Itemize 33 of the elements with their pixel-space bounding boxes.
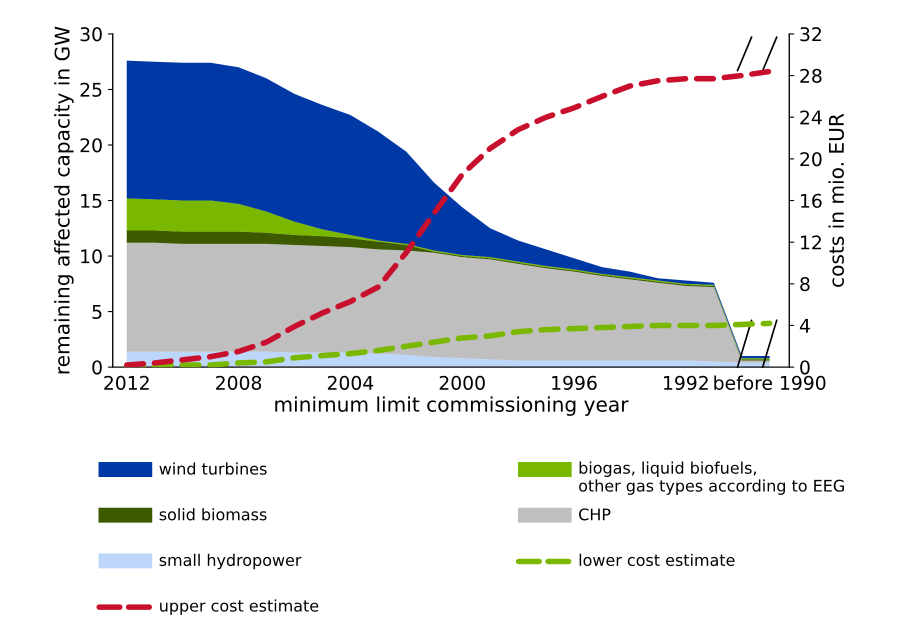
y2-tick-label: 0 [800,360,810,375]
y2-tick-label: 12 [801,235,821,250]
x-axis-title: minimum limit commissioning year [275,396,629,416]
y-tick-label: 25 [80,82,102,97]
y2-tick-label: 20 [800,152,822,166]
y2-tick-label: 8 [800,277,810,292]
x-tick-label: 1996 [552,376,597,390]
y-tick-label: 10 [81,249,102,264]
y-tick-label: 15 [81,194,102,208]
y2-tick-label: 4 [800,318,810,333]
x-tick-label: 2012 [104,376,149,390]
y-tick-label: 30 [80,27,102,42]
legend-label: biogas, liquid biofuels, other gas types according to EEG [579,462,844,495]
legend-label: solid biomass [160,508,266,520]
legend-label: small hydropower [160,554,302,570]
y-tick-label: 20 [80,138,102,152]
y-tick-label: 0 [92,360,102,375]
x-tick-label: 1992 [664,376,708,390]
y2-axis-title: costs in mio. EUR [828,114,844,287]
y2-tick-label: 32 [800,27,821,42]
y-axis-title: remaining affected capacity in GW [54,26,74,374]
x-tick-label: 2008 [216,376,262,390]
legend-label: upper cost estimate [160,599,318,615]
x-tick-label: 2004 [328,376,374,390]
legend-label: lower cost estimate [580,554,735,566]
y2-tick-label: 24 [800,110,822,124]
legend-label: wind turbines [159,462,267,475]
legend-label: CHP [579,508,610,520]
y2-tick-label: 16 [801,194,822,208]
x-tick-label: before 1990 [714,375,826,390]
y2-tick-label: 28 [800,68,822,83]
y-tick-label: 5 [92,305,102,319]
x-tick-label: 2000 [440,376,485,390]
